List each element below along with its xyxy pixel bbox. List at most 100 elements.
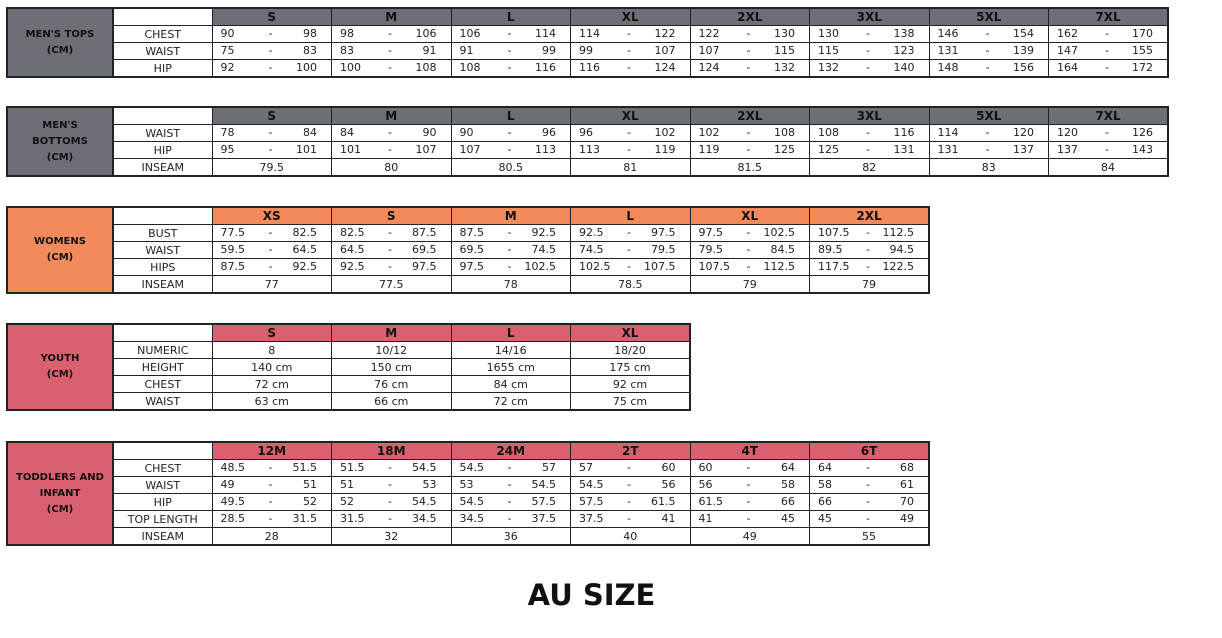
blank-header-cell bbox=[112, 323, 213, 342]
table-row: HIPS 87.5-92.5 92.5-97.5 97.5-102.5 102.5-10… bbox=[7, 258, 930, 276]
table-row: HIP 95-101 101-107 107-113 113-119 119-125 125… bbox=[7, 141, 1169, 159]
range-min: 66 bbox=[818, 495, 832, 508]
range-cell: 137 - 143 bbox=[1048, 141, 1169, 159]
range-min: 97.5 bbox=[459, 260, 485, 273]
range-cell: 83 - 91 bbox=[331, 42, 452, 60]
range-cell: 66 - 70 bbox=[809, 493, 930, 511]
range-min: 79.5 bbox=[698, 243, 724, 256]
range-min: 90 bbox=[459, 126, 474, 139]
range-dash: - bbox=[627, 226, 631, 239]
range-max: 54.5 bbox=[412, 495, 437, 508]
range-max: 122.5 bbox=[882, 260, 915, 273]
size-table: TODDLERS AND INFANT (CM) 12M 18M 24M 2T 4T 6T CHE… bbox=[6, 441, 930, 546]
range-cell: 89.5 - 94.5 bbox=[809, 241, 930, 259]
value-cell: 8 bbox=[211, 341, 332, 359]
table-row: INSEAM 77 77.5 78 78.5 79 79 bbox=[7, 275, 930, 294]
value-cell: 175 cm bbox=[570, 358, 691, 376]
range-max: 54.5 bbox=[412, 461, 437, 474]
range-max: 49 bbox=[900, 512, 914, 525]
measurement-label: NUMERIC bbox=[112, 341, 213, 359]
range-min: 96 bbox=[579, 126, 593, 139]
range-max: 54.5 bbox=[531, 478, 557, 491]
range-cell: 87.5 - 92.5 bbox=[450, 224, 571, 242]
range-dash: - bbox=[746, 243, 751, 256]
range-cell: 64 - 68 bbox=[809, 459, 930, 477]
range-max: 122 bbox=[654, 27, 676, 40]
range-min: 57.5 bbox=[579, 495, 604, 508]
range-dash: - bbox=[746, 512, 751, 525]
range-max: 113 bbox=[535, 143, 556, 156]
range-cell: 107 - 113 bbox=[450, 141, 571, 159]
range-min: 51.5 bbox=[340, 461, 365, 474]
range-dash: - bbox=[627, 461, 631, 474]
range-cell: 107.5 -112.5 bbox=[689, 258, 810, 276]
range-min: 148 bbox=[937, 61, 959, 74]
range-dash: - bbox=[1105, 44, 1109, 57]
range-min: 31.5 bbox=[340, 512, 365, 525]
range-dash: - bbox=[268, 461, 273, 474]
range-max: 83 bbox=[303, 44, 317, 57]
size-header: XL bbox=[570, 323, 691, 342]
range-dash: - bbox=[866, 478, 870, 491]
range-cell: 49 - 51 bbox=[211, 476, 332, 494]
range-max: 70 bbox=[900, 495, 914, 508]
range-cell: 61.5 - 66 bbox=[689, 493, 810, 511]
category-label-line: WOMENS bbox=[34, 236, 86, 247]
range-min: 102.5 bbox=[579, 260, 611, 273]
range-cell: 148 - 156 bbox=[928, 59, 1049, 78]
value-cell: 1655 cm bbox=[450, 358, 571, 376]
range-min: 102 bbox=[698, 126, 720, 139]
size-table: MEN'S BOTTOMS (CM) S M L XL 2XL 3XL 5XL 7XL WAIST 78… bbox=[6, 106, 1169, 177]
range-max: 45 bbox=[781, 512, 795, 525]
range-dash: - bbox=[1105, 143, 1109, 156]
range-max: 125 bbox=[774, 143, 795, 156]
category-label: MEN'S TOPS (CM) bbox=[6, 7, 114, 78]
range-max: 107.5 bbox=[644, 260, 676, 273]
value-cell: 72 cm bbox=[211, 375, 332, 393]
range-max: 126 bbox=[1132, 126, 1153, 139]
range-dash: - bbox=[627, 126, 631, 139]
range-cell: 48.5 - 51.5 bbox=[211, 459, 332, 477]
range-min: 87.5 bbox=[220, 260, 246, 273]
size-header: L bbox=[570, 206, 691, 225]
range-dash: - bbox=[507, 512, 512, 525]
range-cell: 92.5 - 97.5 bbox=[331, 258, 452, 276]
range-min: 147 bbox=[1057, 44, 1078, 57]
range-cell: 64.5 - 69.5 bbox=[331, 241, 452, 259]
range-min: 37.5 bbox=[579, 512, 604, 525]
measurement-label: WAIST bbox=[112, 42, 213, 60]
range-min: 107.5 bbox=[698, 260, 731, 273]
value-cell: 78.5 bbox=[570, 275, 691, 294]
range-max: 112.5 bbox=[882, 226, 915, 239]
range-max: 58 bbox=[781, 478, 795, 491]
range-min: 97.5 bbox=[698, 226, 724, 239]
range-dash: - bbox=[985, 61, 990, 74]
range-min: 100 bbox=[340, 61, 361, 74]
category-label-line: (CM) bbox=[46, 369, 74, 380]
range-dash: - bbox=[627, 44, 631, 57]
range-dash: - bbox=[268, 126, 273, 139]
measurement-label: HIP bbox=[112, 141, 213, 159]
value-cell: 55 bbox=[809, 527, 930, 546]
range-min: 52 bbox=[340, 495, 354, 508]
size-table: YOUTH (CM) S M L XL NUMERIC 8 10/12 14/16 18/20 HEI… bbox=[6, 323, 691, 411]
value-cell: 10/12 bbox=[331, 341, 452, 359]
range-dash: - bbox=[507, 143, 512, 156]
value-cell: 92 cm bbox=[570, 375, 691, 393]
category-label-line: (CM) bbox=[46, 503, 74, 515]
size-header: 12M bbox=[211, 441, 332, 460]
size-header: 2XL bbox=[689, 7, 810, 26]
range-cell: 113 - 119 bbox=[570, 141, 691, 159]
table-row: TOP LENGTH 28.5-31.5 31.5-34.5 34.5-37.5 37.… bbox=[7, 510, 930, 528]
range-min: 74.5 bbox=[579, 243, 604, 256]
value-cell: 80.5 bbox=[450, 158, 571, 177]
range-cell: 45 - 49 bbox=[809, 510, 930, 528]
range-cell: 124 - 132 bbox=[689, 59, 810, 78]
range-dash: - bbox=[866, 143, 870, 156]
size-header: 6T bbox=[809, 441, 930, 460]
range-min: 49.5 bbox=[220, 495, 246, 508]
measurement-label: INSEAM bbox=[112, 527, 213, 546]
range-dash: - bbox=[388, 243, 392, 256]
measurement-label: WAIST bbox=[112, 476, 213, 494]
value-cell: 77 bbox=[211, 275, 332, 294]
